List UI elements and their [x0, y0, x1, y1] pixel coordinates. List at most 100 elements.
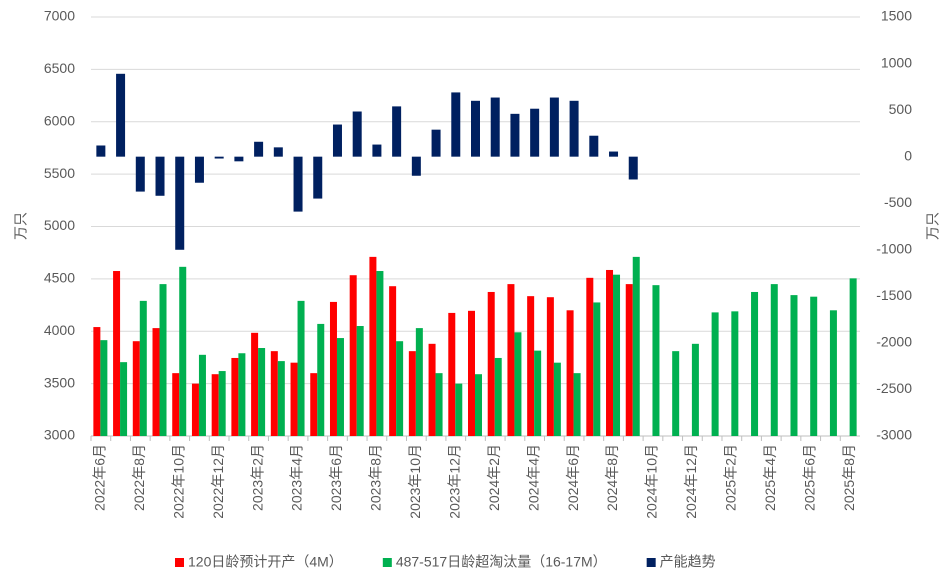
trend-bar	[451, 92, 461, 157]
trend-bar	[490, 97, 500, 157]
bar	[396, 341, 404, 436]
y-tick-label: 5500	[44, 165, 75, 181]
trend-bar	[569, 100, 579, 157]
x-tick-label: 2024年2月	[486, 444, 502, 511]
bar	[93, 327, 101, 436]
x-tick-label: 2023年12月	[446, 444, 462, 519]
bar	[191, 383, 199, 436]
trend-bar	[549, 97, 559, 157]
bar	[514, 332, 522, 436]
bar	[613, 274, 621, 436]
y-tick-label: 7000	[44, 8, 75, 24]
bar	[507, 284, 515, 436]
bar	[487, 291, 495, 436]
x-tick-label: 2023年8月	[368, 444, 384, 511]
y-tick-label: 5000	[44, 217, 75, 233]
legend-swatch	[175, 558, 184, 567]
bar	[369, 256, 377, 436]
x-tick-label: 2025年4月	[762, 444, 778, 511]
bar	[270, 351, 278, 436]
trend-bar	[609, 151, 619, 157]
trend-bar	[431, 129, 441, 157]
y2-tick-label: -2000	[876, 334, 912, 350]
x-tick-label: 2024年8月	[604, 444, 620, 511]
bar	[277, 361, 285, 436]
bar	[310, 373, 318, 436]
y2-tick-label: 1000	[881, 54, 912, 70]
bar	[711, 312, 719, 436]
x-tick-label: 2024年6月	[565, 444, 581, 511]
trend-bar	[510, 113, 520, 157]
bar	[179, 266, 187, 436]
trend-bar	[293, 156, 303, 212]
bar	[546, 297, 554, 436]
trend-bar	[194, 156, 204, 183]
bar	[376, 271, 384, 436]
bar	[139, 300, 147, 436]
trend-bar	[214, 156, 224, 159]
bar	[566, 310, 574, 436]
bar	[408, 351, 416, 436]
bar	[829, 310, 837, 436]
y2-tick-label: -500	[884, 194, 912, 210]
bar	[527, 296, 535, 436]
legend-label: 产能趋势	[660, 554, 716, 570]
y2-tick-label: -2500	[876, 380, 912, 396]
x-tick-label: 2022年12月	[210, 444, 226, 519]
bar	[113, 271, 121, 436]
x-tick-label: 2024年12月	[683, 444, 699, 519]
bar	[349, 275, 357, 436]
trend-bar	[273, 147, 283, 157]
bar	[593, 302, 601, 436]
x-tick-label: 2023年2月	[249, 444, 265, 511]
bar	[231, 357, 239, 436]
bar	[211, 374, 219, 436]
legend-swatch	[646, 558, 656, 567]
trend-bar	[96, 145, 106, 157]
trend-bar	[589, 135, 599, 157]
bar	[849, 278, 857, 436]
trend-bar	[392, 106, 402, 157]
y-axis-title: 万只	[13, 212, 29, 240]
bar	[290, 362, 298, 436]
legend-label: 487-517日龄超淘汰量（16-17M）	[396, 554, 607, 570]
x-tick-label: 2025年6月	[801, 444, 817, 511]
bar	[475, 374, 482, 436]
bar	[672, 351, 680, 436]
x-tick-label: 2025年2月	[723, 444, 739, 511]
bar	[494, 357, 502, 436]
trend-bar	[175, 156, 185, 250]
y2-tick-label: 0	[904, 147, 912, 163]
trend-bar	[234, 156, 244, 162]
bar	[731, 311, 739, 436]
bar	[435, 373, 443, 436]
y-tick-label: 3500	[44, 374, 75, 390]
bar	[770, 284, 778, 436]
bar	[172, 373, 180, 436]
x-tick-label: 2022年10月	[170, 444, 186, 519]
y-tick-label: 6500	[44, 60, 75, 76]
trend-bar	[372, 144, 382, 157]
trend-bar	[155, 156, 165, 196]
y2-tick-label: -3000	[876, 427, 912, 443]
y-tick-label: 6000	[44, 112, 75, 128]
legend-swatch	[382, 558, 392, 567]
x-tick-label: 2025年8月	[841, 444, 857, 511]
y-tick-label: 4000	[44, 322, 75, 338]
y2-tick-label: -1000	[876, 240, 912, 256]
bar	[415, 328, 423, 436]
y-tick-label: 3000	[44, 427, 75, 443]
bar	[100, 340, 108, 436]
bar	[297, 300, 305, 436]
bar	[317, 323, 325, 436]
bar	[652, 285, 660, 436]
x-tick-label: 2024年10月	[644, 444, 660, 519]
legend-label: 120日龄预计开产（4M）	[188, 554, 343, 570]
bar	[356, 326, 364, 436]
bar	[468, 310, 475, 436]
bar	[790, 295, 798, 436]
trend-bar	[530, 108, 540, 157]
bar	[751, 291, 759, 436]
y2-axis-title: 万只	[925, 212, 941, 240]
